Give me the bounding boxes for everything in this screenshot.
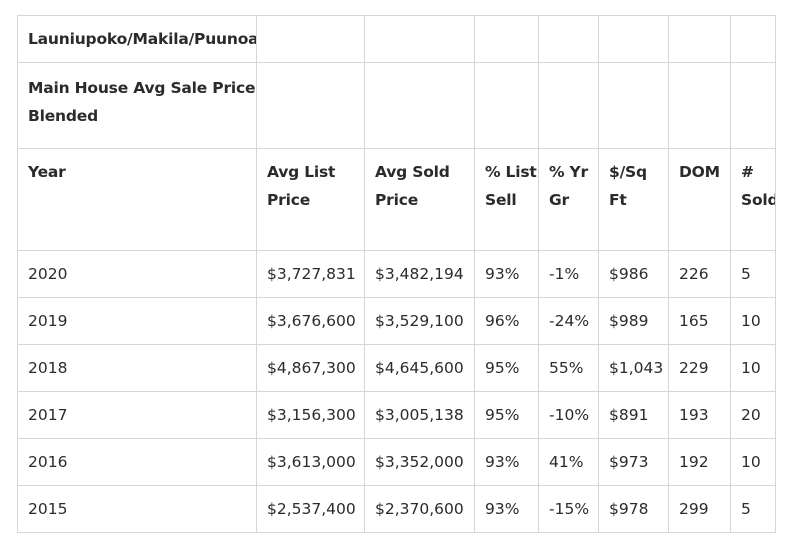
cell-year: 2015 (17, 485, 257, 533)
table-row: 2016 $3,613,000 $3,352,000 93% 41% $973 192 10 (17, 438, 776, 486)
cell-avg-list-price: $3,727,831 (256, 250, 365, 298)
cell-pct-yr-gr: 55% (538, 344, 599, 392)
cell-avg-list-price: $3,676,600 (256, 297, 365, 345)
cell-avg-sold-price: $4,645,600 (364, 344, 475, 392)
cell-num-sold: 10 (730, 438, 776, 486)
header-row: Year Avg List Price Avg Sold Price % Lis… (17, 148, 776, 251)
cell-price-per-sqft: $973 (598, 438, 669, 486)
header-year: Year (17, 148, 257, 251)
header-dom: DOM (668, 148, 731, 251)
cell-dom: 299 (668, 485, 731, 533)
cell-num-sold: 10 (730, 297, 776, 345)
cell-avg-list-price: $2,537,400 (256, 485, 365, 533)
cell-price-per-sqft: $989 (598, 297, 669, 345)
table-row: 2019 $3,676,600 $3,529,100 96% -24% $989 165 10 (17, 297, 776, 345)
cell-num-sold: 20 (730, 391, 776, 439)
cell-price-per-sqft: $978 (598, 485, 669, 533)
cell-dom: 229 (668, 344, 731, 392)
cell-price-per-sqft: $1,043 (598, 344, 669, 392)
cell-pct-list-sell: 95% (474, 391, 539, 439)
cell-year: 2018 (17, 344, 257, 392)
cell-pct-list-sell: 93% (474, 485, 539, 533)
cell-price-per-sqft: $891 (598, 391, 669, 439)
table-row: 2017 $3,156,300 $3,005,138 95% -10% $891 193 20 (17, 391, 776, 439)
cell-avg-list-price: $4,867,300 (256, 344, 365, 392)
cell-year: 2019 (17, 297, 257, 345)
cell-avg-list-price: $3,156,300 (256, 391, 365, 439)
cell-avg-list-price: $3,613,000 (256, 438, 365, 486)
cell-dom: 192 (668, 438, 731, 486)
header-pct-yr-gr: % Yr Gr (538, 148, 599, 251)
cell-year: 2017 (17, 391, 257, 439)
table-row: 2015 $2,537,400 $2,370,600 93% -15% $978 299 5 (17, 485, 776, 533)
header-pct-list-sell: % List Sell (474, 148, 539, 251)
cell-year: 2020 (17, 250, 257, 298)
cell-dom: 165 (668, 297, 731, 345)
cell-pct-list-sell: 96% (474, 297, 539, 345)
cell-pct-list-sell: 93% (474, 250, 539, 298)
title-row: Launiupoko/Makila/Puunoa (17, 15, 776, 63)
subtitle-row: Main House Avg Sale Price Blended (17, 62, 776, 149)
cell-price-per-sqft: $986 (598, 250, 669, 298)
cell-avg-sold-price: $3,482,194 (364, 250, 475, 298)
cell-year: 2016 (17, 438, 257, 486)
table-row: 2020 $3,727,831 $3,482,194 93% -1% $986 226 5 (17, 250, 776, 298)
cell-avg-sold-price: $3,352,000 (364, 438, 475, 486)
header-avg-list-price: Avg List Price (256, 148, 365, 251)
table-title: Launiupoko/Makila/Puunoa (17, 15, 257, 63)
cell-pct-list-sell: 95% (474, 344, 539, 392)
table-row: 2018 $4,867,300 $4,645,600 95% 55% $1,043 229 1… (17, 344, 776, 392)
table-subtitle: Main House Avg Sale Price Blended (17, 62, 257, 149)
header-price-per-sqft: $/Sq Ft (598, 148, 669, 251)
cell-dom: 226 (668, 250, 731, 298)
header-num-sold: # Sold (730, 148, 776, 251)
cell-pct-yr-gr: 41% (538, 438, 599, 486)
sales-table: Launiupoko/Makila/Puunoa Main House Avg … (17, 15, 776, 533)
cell-pct-list-sell: 93% (474, 438, 539, 486)
cell-pct-yr-gr: -1% (538, 250, 599, 298)
cell-num-sold: 10 (730, 344, 776, 392)
cell-pct-yr-gr: -15% (538, 485, 599, 533)
cell-pct-yr-gr: -10% (538, 391, 599, 439)
cell-dom: 193 (668, 391, 731, 439)
cell-pct-yr-gr: -24% (538, 297, 599, 345)
header-avg-sold-price: Avg Sold Price (364, 148, 475, 251)
cell-avg-sold-price: $2,370,600 (364, 485, 475, 533)
cell-avg-sold-price: $3,529,100 (364, 297, 475, 345)
cell-avg-sold-price: $3,005,138 (364, 391, 475, 439)
cell-num-sold: 5 (730, 485, 776, 533)
cell-num-sold: 5 (730, 250, 776, 298)
